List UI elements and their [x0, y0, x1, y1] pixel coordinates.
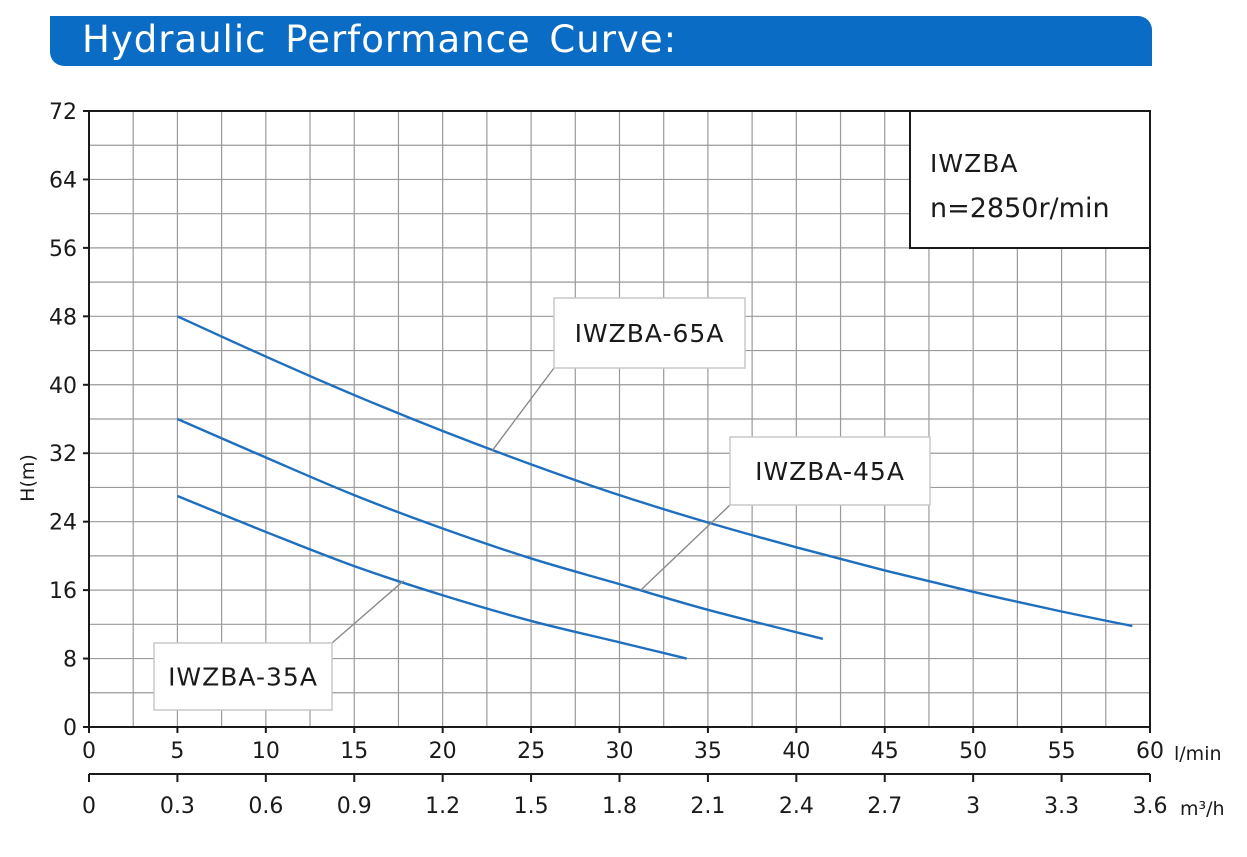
y-tick-label: 32 [49, 442, 77, 467]
callout-label: IWZBA-35A [168, 663, 318, 692]
x2-tick-label: 0.6 [248, 794, 283, 819]
x-tick-label: 0 [82, 739, 96, 764]
x2-tick-label: 2.1 [690, 794, 725, 819]
callout-box [729, 436, 931, 506]
x-tick-label: 45 [871, 739, 899, 764]
y-tick-label: 56 [49, 237, 77, 262]
x2-tick-label: 1.8 [602, 794, 637, 819]
x-tick-label: 15 [340, 739, 368, 764]
title-banner: Hydraulic Performance Curve: [50, 16, 1152, 66]
x-tick-label: 30 [606, 739, 634, 764]
x-tick-label: 5 [170, 739, 184, 764]
x2-tick-label: 0.9 [337, 794, 372, 819]
leader-line [331, 580, 405, 644]
callouts: IWZBA-65A IWZBA-45A IWZBA-35A [153, 297, 931, 711]
y-tick-label: 40 [49, 374, 77, 399]
x-axis-unit-flow-m3h: m³/h [1180, 798, 1225, 820]
y-tick-label: 64 [49, 168, 77, 193]
y-tick-label: 16 [49, 579, 77, 604]
page-title: Hydraulic Performance Curve: [82, 18, 678, 61]
x2-tick-label: 0.3 [160, 794, 195, 819]
leader-line [491, 367, 555, 452]
x2-tick-label: 3.6 [1133, 794, 1168, 819]
x2-tick-label: 2.4 [779, 794, 814, 819]
curve-iwzba-65a [176, 315, 1133, 628]
curve-iwzba-35a [176, 494, 687, 660]
y-tick-label: 8 [63, 648, 77, 673]
x-tick-label: 60 [1136, 739, 1164, 764]
x-tick-label: 10 [252, 739, 280, 764]
curve-layer [176, 315, 1133, 660]
callout-label: IWZBA-45A [755, 457, 905, 486]
y-tick-label: 0 [63, 716, 77, 741]
x-tick-label: 55 [1048, 739, 1076, 764]
x2-tick-label: 1.5 [514, 794, 549, 819]
callout-box [553, 297, 746, 369]
x2-tick-label: 3 [966, 794, 980, 819]
model-box-frame [909, 110, 1151, 249]
curve-iwzba-45a [176, 417, 824, 641]
x2-tick-label: 3.3 [1044, 794, 1079, 819]
callout-box [153, 642, 333, 711]
x-tick-label: 50 [959, 739, 987, 764]
y-tick-label: 48 [49, 305, 77, 330]
model-box: IWZBA n=2850r/min [909, 110, 1151, 249]
leader-line [640, 504, 731, 591]
x-tick-label: 20 [429, 739, 457, 764]
x2-tick-label: 2.7 [867, 794, 902, 819]
y-axis-label: H(m) [17, 454, 39, 502]
x2-tick-label: 0 [82, 794, 96, 819]
callout-label: IWZBA-65A [575, 319, 725, 348]
model-speed: n=2850r/min [930, 193, 1110, 224]
x-tick-label: 25 [517, 739, 545, 764]
x-tick-label: 40 [782, 739, 810, 764]
x2-tick-label: 1.2 [425, 794, 460, 819]
x-axis-unit-flow-lmin: l/min [1174, 743, 1222, 765]
x-tick-label: 35 [694, 739, 722, 764]
callout-leaders [331, 367, 731, 644]
model-name: IWZBA [930, 149, 1018, 178]
y-tick-label: 24 [49, 511, 77, 536]
y-tick-label: 72 [49, 100, 77, 125]
